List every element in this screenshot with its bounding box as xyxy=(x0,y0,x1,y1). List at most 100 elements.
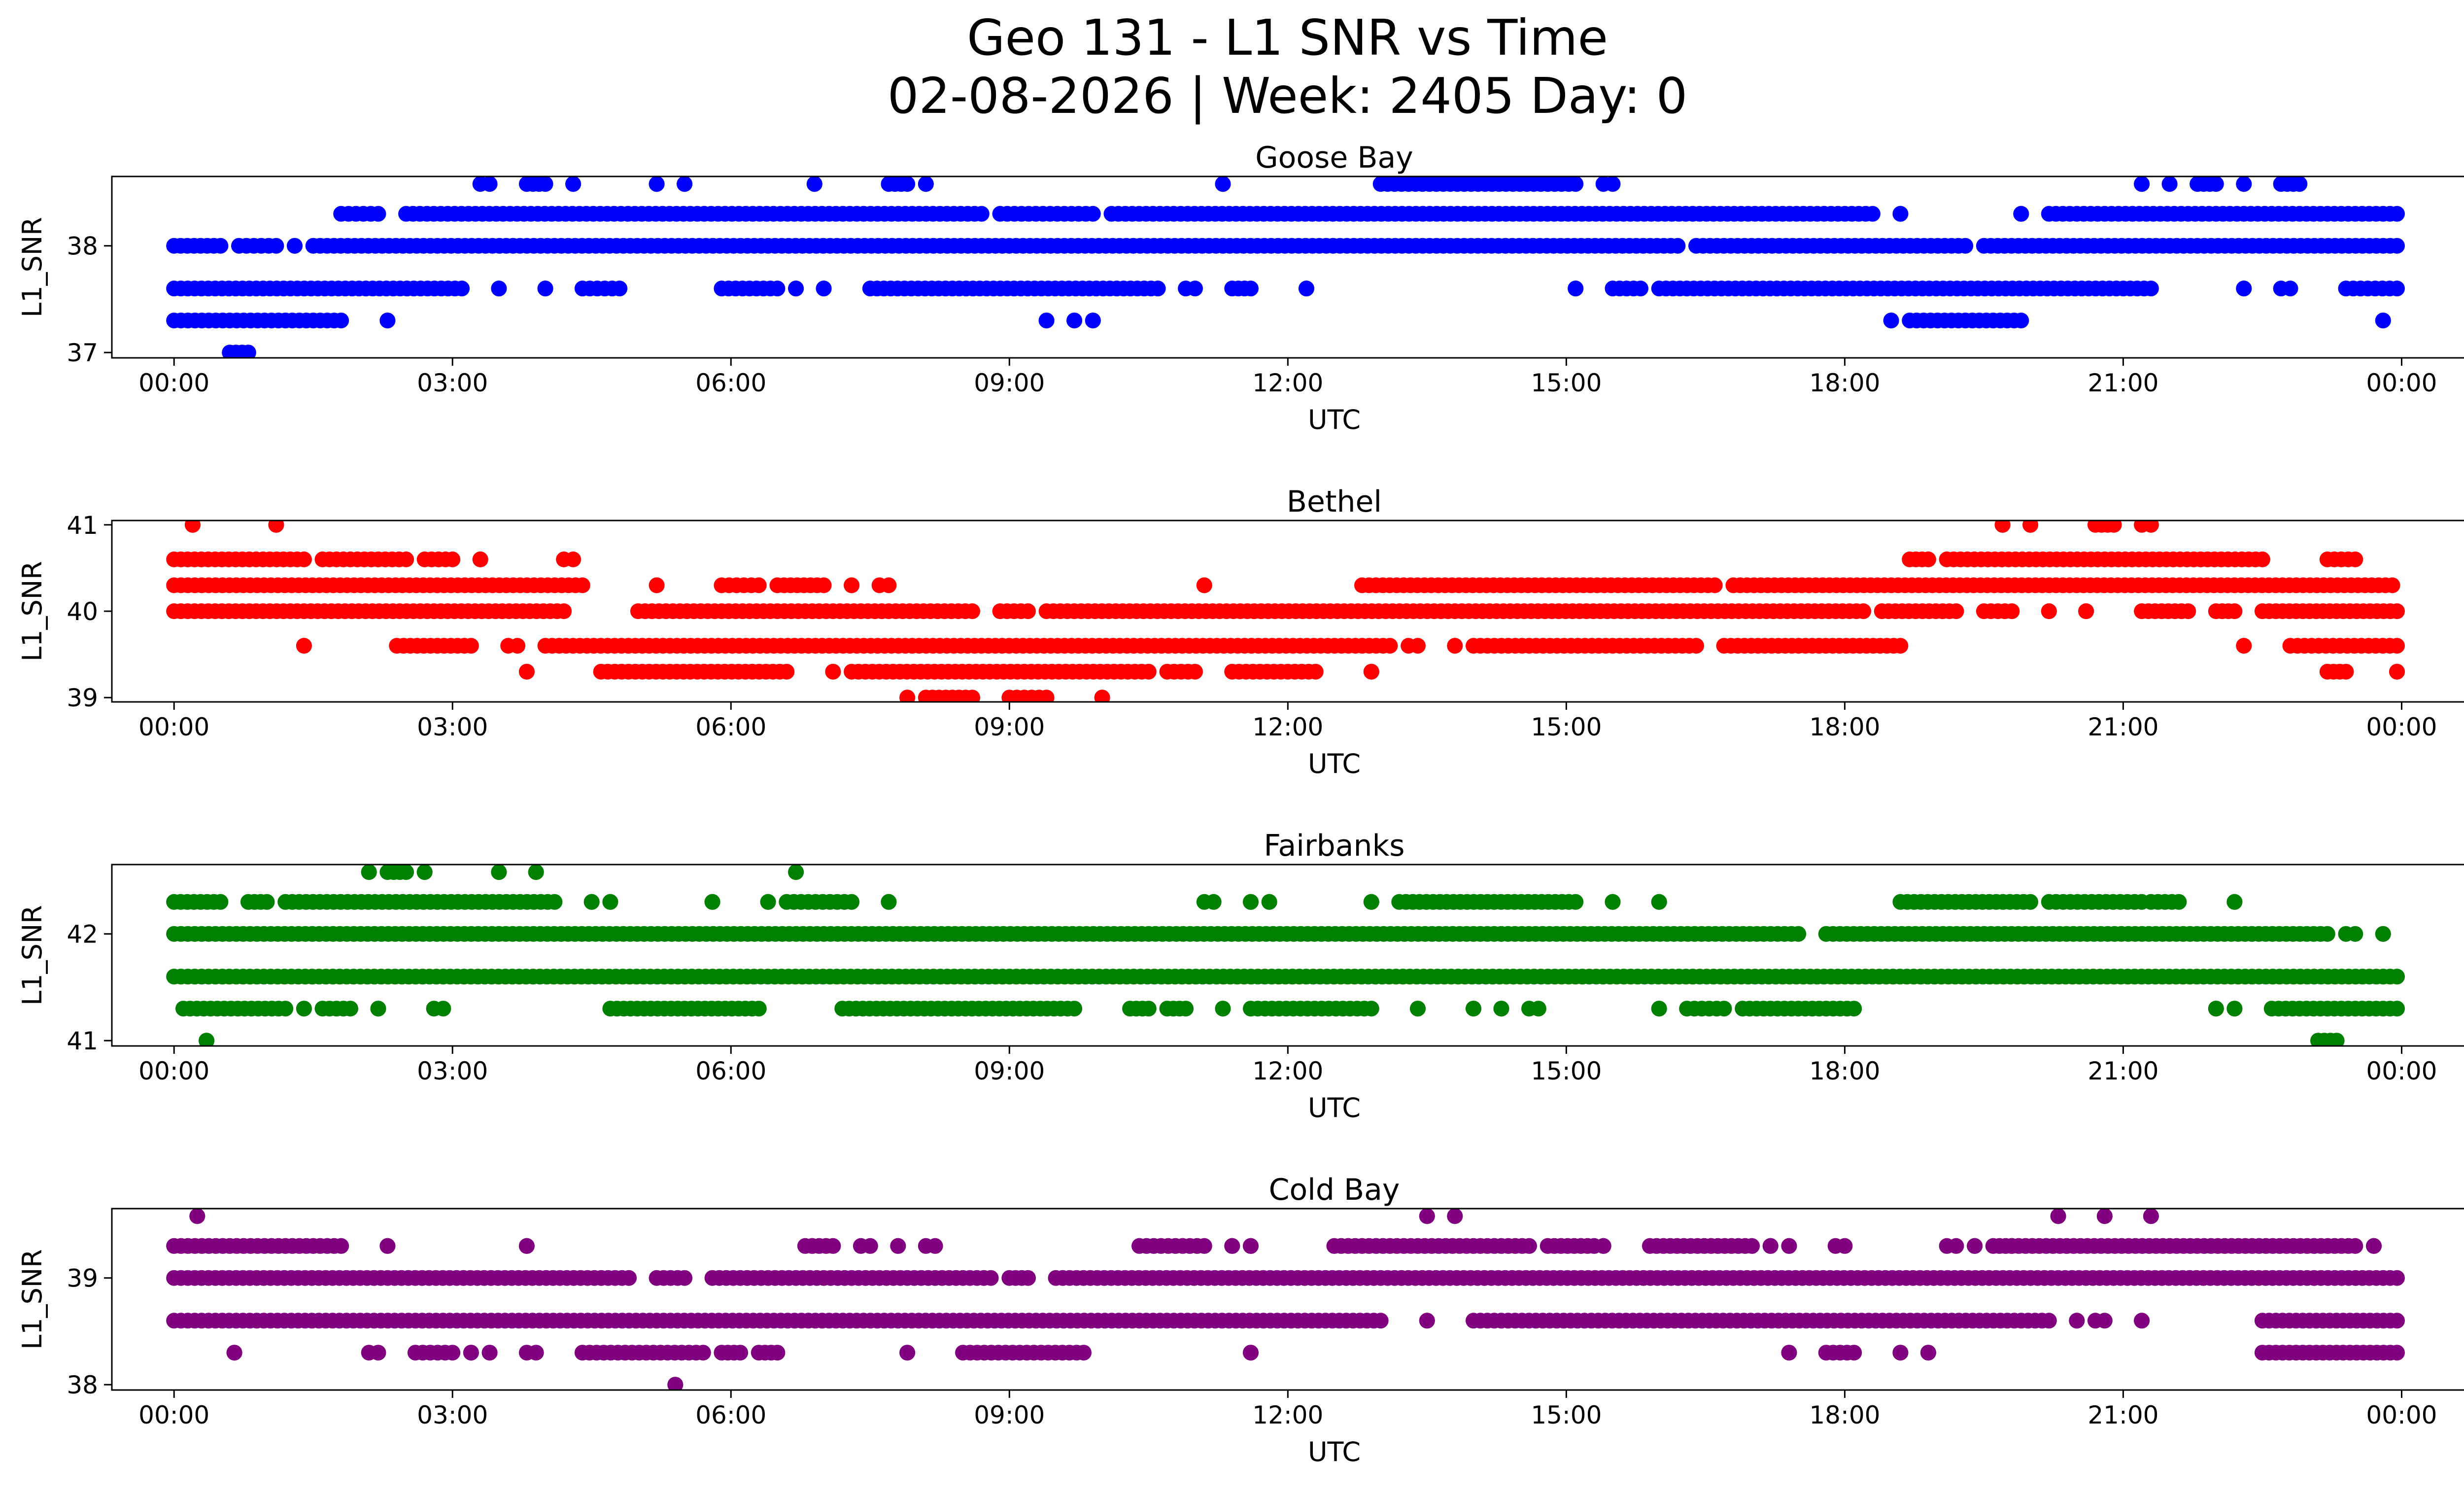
subplot-title-fairbanks: Fairbanks xyxy=(1264,829,1405,863)
data-point xyxy=(1066,1001,1083,1017)
x-tick-label: 12:00 xyxy=(1252,1401,1323,1429)
data-point xyxy=(481,1345,498,1361)
data-point xyxy=(1419,1313,1435,1329)
x-tick-label: 00:00 xyxy=(138,1057,209,1085)
data-point xyxy=(2134,176,2150,192)
data-point xyxy=(890,1238,906,1254)
subplot-title-cold-bay: Cold Bay xyxy=(1269,1173,1400,1207)
data-point xyxy=(649,577,665,593)
data-point xyxy=(1140,663,1157,680)
data-point xyxy=(2022,521,2039,533)
data-point xyxy=(1670,238,1686,254)
data-point xyxy=(491,865,507,880)
data-point xyxy=(2180,603,2196,619)
data-point xyxy=(899,690,916,702)
x-tick-label: 00:00 xyxy=(2366,1057,2437,1085)
data-point xyxy=(1466,1001,1481,1017)
data-point xyxy=(1094,690,1110,702)
data-point xyxy=(240,345,256,358)
data-point xyxy=(2208,176,2224,192)
scatter-points-goose-bay xyxy=(166,176,2405,358)
data-point xyxy=(2389,206,2405,222)
data-point xyxy=(621,1270,637,1286)
x-tick-label: 03:00 xyxy=(417,1057,488,1085)
subplot-fairbanks: 00:00 03:00 06:00 09:00 12:00 15:00 18:00 21:00… xyxy=(17,829,2464,1123)
data-point xyxy=(2347,926,2363,942)
data-point xyxy=(1243,1345,1259,1361)
x-tick-label: 18:00 xyxy=(1809,1401,1880,1429)
data-point xyxy=(1855,603,1872,619)
x-axis-label: UTC xyxy=(1308,748,1361,779)
data-point xyxy=(189,1209,205,1224)
data-point xyxy=(1243,1238,1259,1254)
y-tick-label: 40 xyxy=(67,597,98,626)
x-tick-label: 09:00 xyxy=(974,369,1045,397)
data-point xyxy=(445,1345,461,1361)
subplot-bethel: 00:00 03:00 06:00 09:00 12:00 15:00 18:00 21:00… xyxy=(17,485,2464,779)
data-point xyxy=(1066,313,1083,329)
data-point xyxy=(398,865,414,880)
data-point xyxy=(1196,1238,1212,1254)
data-point xyxy=(1076,1345,1092,1361)
data-point xyxy=(1215,176,1231,192)
data-point xyxy=(2347,1238,2363,1254)
data-point xyxy=(677,1270,693,1286)
data-point xyxy=(1716,1001,1732,1017)
data-point xyxy=(296,551,312,567)
y-tick-label: 41 xyxy=(67,1027,98,1055)
data-point xyxy=(1178,1001,1194,1017)
data-point xyxy=(2389,280,2405,297)
y-axis-label: L1_SNR xyxy=(17,217,48,317)
data-point xyxy=(1568,176,1584,192)
data-point xyxy=(2389,238,2405,254)
x-tick-label: 18:00 xyxy=(1809,713,1880,741)
data-point xyxy=(2292,176,2308,192)
data-point xyxy=(760,894,776,910)
data-point xyxy=(1883,313,1899,329)
data-point xyxy=(769,1345,786,1361)
data-point xyxy=(565,551,582,567)
data-point xyxy=(556,603,572,619)
x-tick-label: 15:00 xyxy=(1531,369,1602,397)
data-point xyxy=(1020,1270,1036,1286)
data-point xyxy=(2143,280,2159,297)
x-tick-label: 00:00 xyxy=(138,713,209,741)
data-point xyxy=(1744,1238,1760,1254)
data-point xyxy=(751,577,767,593)
data-point xyxy=(2384,577,2400,593)
data-point xyxy=(1846,1345,1862,1361)
data-point xyxy=(547,894,563,910)
subplot-cold-bay: 00:00 03:00 06:00 09:00 12:00 15:00 18:00 21:00… xyxy=(17,1173,2464,1467)
data-point xyxy=(602,894,618,910)
data-point xyxy=(2236,176,2252,192)
x-axis-label: UTC xyxy=(1308,404,1361,435)
data-point xyxy=(788,865,804,880)
data-point xyxy=(1920,551,1936,567)
x-tick-label: 21:00 xyxy=(2088,1401,2158,1429)
data-point xyxy=(1187,663,1203,680)
data-point xyxy=(481,176,498,192)
subplot-title-bethel: Bethel xyxy=(1287,485,1382,519)
y-tick-label: 39 xyxy=(67,684,98,712)
data-point xyxy=(2254,551,2270,567)
data-point xyxy=(1038,313,1055,329)
data-point xyxy=(1410,1001,1426,1017)
data-point xyxy=(1605,176,1621,192)
data-point xyxy=(2041,1313,2057,1329)
x-tick-label: 21:00 xyxy=(2088,1057,2158,1085)
data-point xyxy=(1085,206,1101,222)
data-point xyxy=(528,1345,544,1361)
data-point xyxy=(2236,638,2252,654)
data-point xyxy=(1419,1209,1435,1224)
data-point xyxy=(2347,551,2363,567)
data-point xyxy=(1864,206,1881,222)
data-point xyxy=(454,280,470,297)
data-point xyxy=(277,1001,294,1017)
data-point xyxy=(2389,1270,2405,1286)
x-axis-label: UTC xyxy=(1308,1092,1361,1123)
data-point xyxy=(2375,926,2391,942)
x-tick-label: 12:00 xyxy=(1252,713,1323,741)
data-point xyxy=(287,238,303,254)
data-point xyxy=(844,577,860,593)
